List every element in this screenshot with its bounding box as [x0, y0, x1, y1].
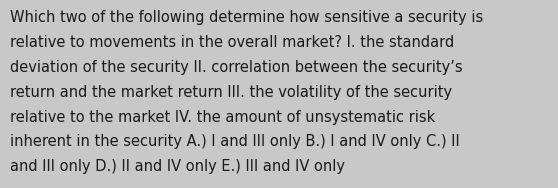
Text: relative to the market IV. the amount of unsystematic risk: relative to the market IV. the amount of… [10, 110, 435, 125]
Text: and III only D.) II and IV only E.) III and IV only: and III only D.) II and IV only E.) III … [10, 159, 345, 174]
Text: inherent in the security A.) I and III only B.) I and IV only C.) II: inherent in the security A.) I and III o… [10, 134, 460, 149]
Text: deviation of the security II. correlation between the security’s: deviation of the security II. correlatio… [10, 60, 463, 75]
Text: relative to movements in the overall market? I. the standard: relative to movements in the overall mar… [10, 35, 454, 50]
Text: return and the market return III. the volatility of the security: return and the market return III. the vo… [10, 85, 452, 100]
Text: Which two of the following determine how sensitive a security is: Which two of the following determine how… [10, 10, 483, 25]
